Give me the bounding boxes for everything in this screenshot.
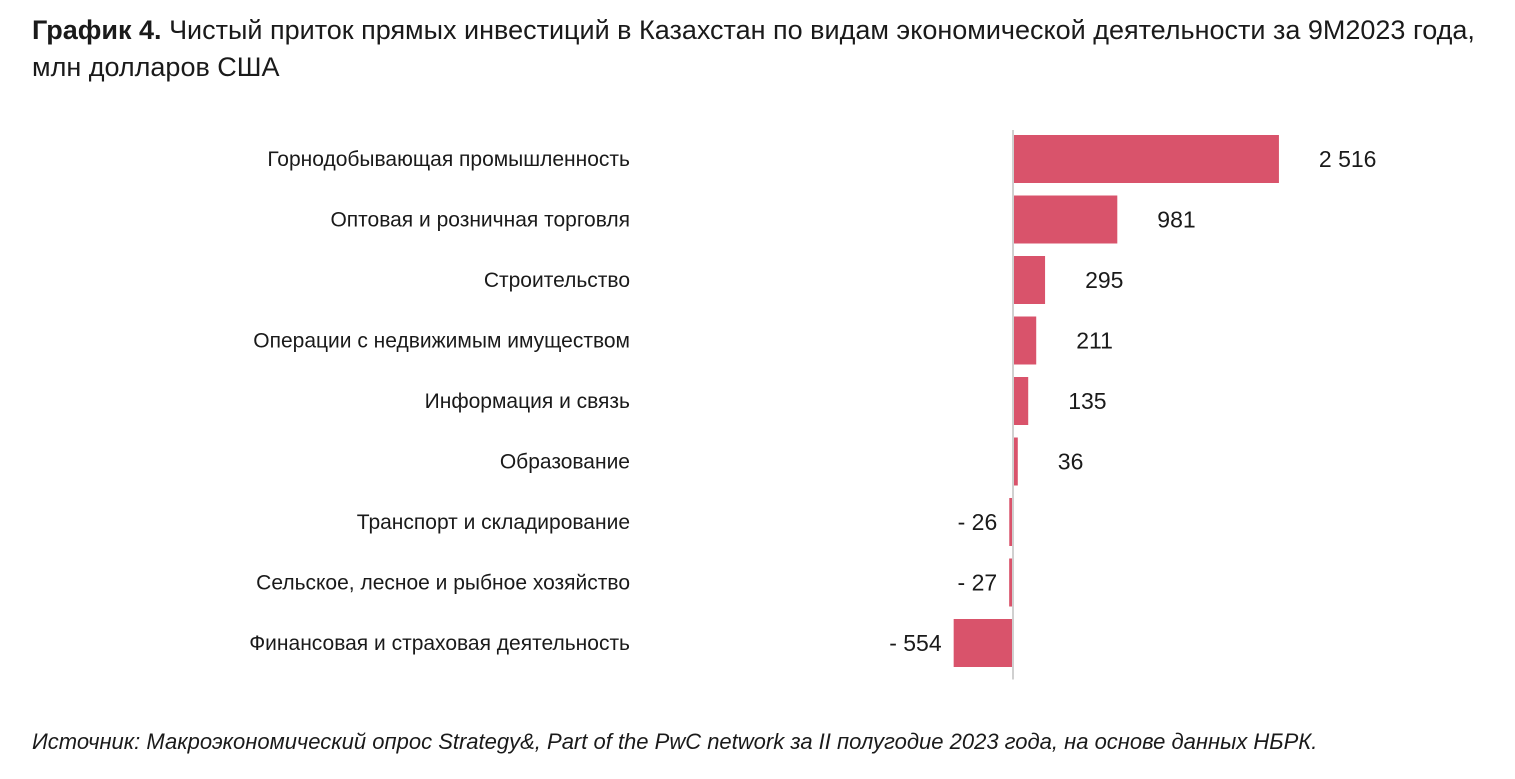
chart-title-prefix: График 4. — [32, 15, 162, 45]
category-label: Оптовая и розничная торговля — [330, 209, 630, 232]
category-label: Информация и связь — [425, 390, 630, 413]
data-label: - 27 — [958, 570, 998, 596]
category-label: Финансовая и страховая деятельность — [249, 632, 630, 655]
bar-chart: Горнодобывающая промышленность 2 516 Оптов… — [249, 130, 1377, 680]
data-label: - 26 — [958, 509, 998, 535]
bar — [1014, 377, 1029, 425]
data-label: - 554 — [889, 630, 942, 656]
data-label: 135 — [1068, 388, 1106, 414]
data-label: 2 516 — [1319, 146, 1377, 172]
category-label: Горнодобывающая промышленность — [267, 148, 630, 171]
bar — [1009, 498, 1012, 546]
chart-title: График 4. Чистый приток прямых инвестици… — [32, 12, 1492, 86]
data-label: 981 — [1157, 207, 1195, 233]
chart-title-text: Чистый приток прямых инвестиций в Казахс… — [32, 15, 1475, 82]
bar — [1014, 135, 1279, 183]
bar — [953, 619, 1012, 667]
category-label: Транспорт и складирование — [357, 511, 630, 534]
bar — [1014, 316, 1037, 365]
category-label: Сельское, лесное и рыбное хозяйство — [256, 572, 630, 595]
source-note: Источник: Макроэкономический опрос Strat… — [32, 729, 1318, 754]
data-label: 211 — [1076, 328, 1113, 354]
category-label: Строительство — [484, 269, 630, 292]
bar — [1014, 195, 1118, 244]
bar — [1014, 437, 1018, 486]
bar — [1014, 256, 1046, 304]
category-label: Операции с недвижимым имуществом — [253, 330, 630, 353]
data-label: 36 — [1058, 449, 1084, 475]
category-label: Образование — [500, 451, 630, 474]
data-label: 295 — [1085, 267, 1123, 293]
bar — [1009, 558, 1012, 607]
